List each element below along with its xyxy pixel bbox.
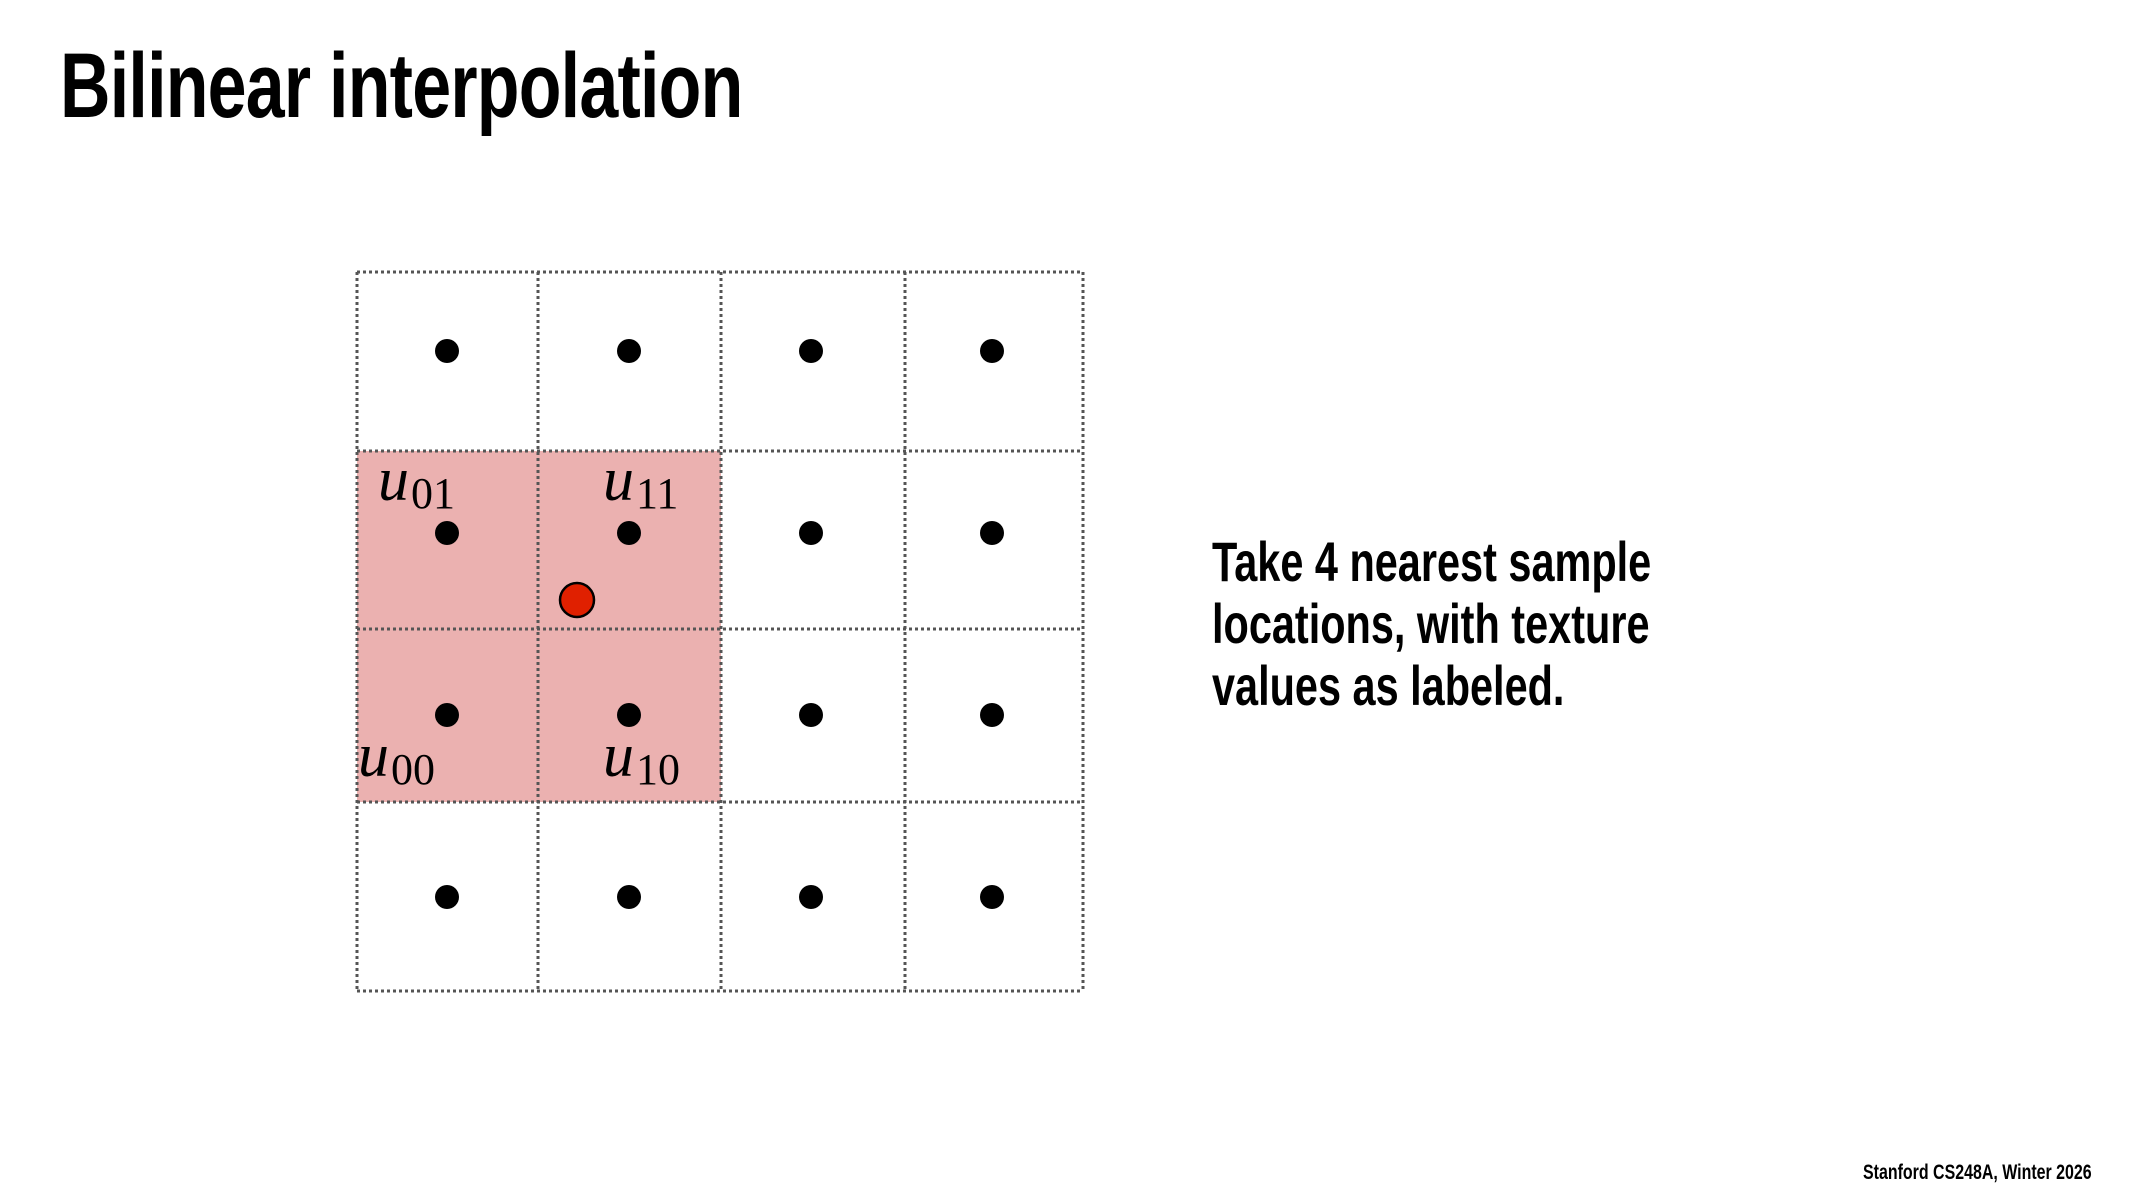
sample-dot xyxy=(980,521,1004,545)
sample-dot xyxy=(980,339,1004,363)
sample-dot xyxy=(799,885,823,909)
label-u11: u11 xyxy=(603,446,678,518)
sample-dot xyxy=(435,339,459,363)
label-u00: u00 xyxy=(358,722,435,794)
sample-dot xyxy=(799,703,823,727)
sample-dot xyxy=(435,885,459,909)
body-line: values as labeled. xyxy=(1212,654,1565,717)
sample-dot xyxy=(617,521,641,545)
body-line: locations, with texture xyxy=(1212,592,1650,655)
sample-dot xyxy=(435,703,459,727)
sample-dot xyxy=(980,885,1004,909)
query-point xyxy=(558,581,596,619)
sample-dot xyxy=(799,521,823,545)
sample-dot xyxy=(617,703,641,727)
label-u01: u01 xyxy=(378,446,455,518)
sample-dot xyxy=(799,339,823,363)
body-line: Take 4 nearest sample xyxy=(1212,530,1652,593)
slide-body-text: Take 4 nearest sample locations, with te… xyxy=(1212,531,1651,717)
sample-dot xyxy=(980,703,1004,727)
slide-title: Bilinear interpolation xyxy=(60,35,743,137)
sample-dot xyxy=(617,339,641,363)
label-u10: u10 xyxy=(603,722,680,794)
sample-dot xyxy=(435,521,459,545)
slide-footer: Stanford CS248A, Winter 2026 xyxy=(1863,1161,2092,1184)
sample-dot xyxy=(617,885,641,909)
